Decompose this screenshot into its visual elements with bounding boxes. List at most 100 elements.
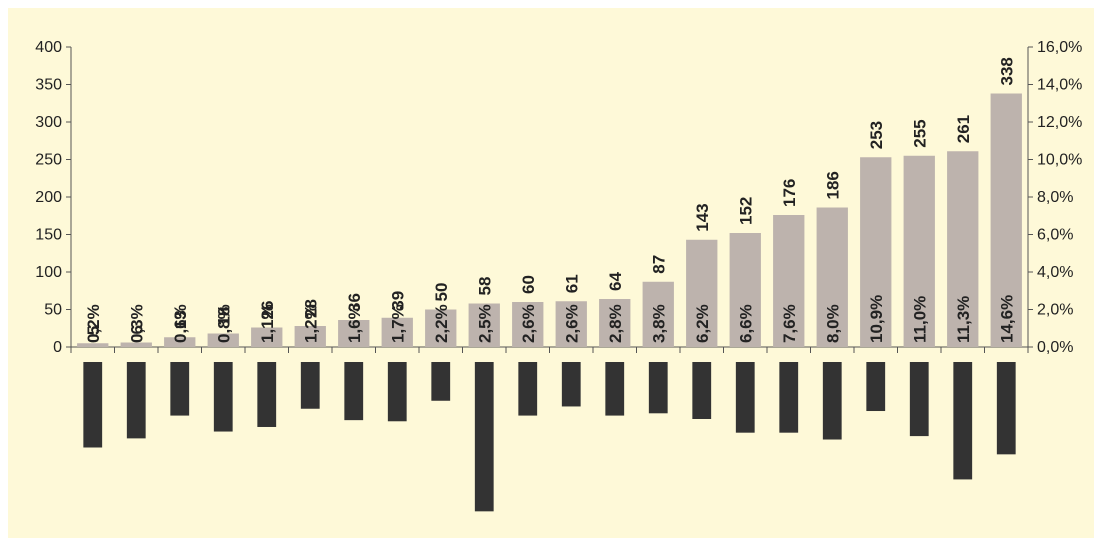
bar-percent-label: 11,3% [954,296,973,343]
top-bar [860,157,892,347]
bottom-bar [387,362,407,422]
bar-percent-label: 2,6% [562,304,581,343]
top-bar [686,239,718,347]
bar-percent-label: 6,6% [736,304,755,343]
bar-value-label: 253 [867,121,886,149]
top-bar [381,317,413,347]
top-bar [207,333,239,347]
bar-value-label: 36 [345,293,364,312]
right-tick-label: 0,0% [1037,339,1073,356]
bar-value-label: 39 [388,291,407,310]
bar-value-label: 50 [432,283,451,302]
top-bar [729,233,761,347]
bottom-bar [605,362,625,416]
bottom-bar [692,362,712,419]
top-bar [599,299,631,347]
left-tick-label: 300 [35,114,62,131]
bottom-bar [909,362,929,437]
left-tick-label: 150 [35,227,62,244]
bottom-bar [213,362,233,432]
top-bar [816,207,848,347]
left-tick-label: 250 [35,152,62,169]
bottom-bar [170,362,190,416]
bar-percent-label: 8,0% [823,304,842,343]
bar-percent-label: 1,2% [301,304,320,343]
right-tick-label: 14,0% [1037,77,1082,94]
bar-percent-label: 11,0% [910,296,929,343]
right-tick-label: 10,0% [1037,152,1082,169]
bar-value-label: 176 [780,179,799,207]
bottom-bar [474,362,494,512]
bottom-bar [126,362,146,439]
bottom-bar [822,362,842,440]
bar-value-label: 261 [954,115,973,143]
top-bar [468,303,500,347]
bottom-bar [83,362,103,448]
bar-percent-label: 1,6% [345,304,364,343]
bar-value-label: 87 [649,255,668,274]
bottom-bar [344,362,364,421]
chart-area: 0 50 100 150 200 250 300 350 400 0,0% 2,0% 4,0% 6,0%… [8,8,1094,538]
top-bar [251,327,283,347]
top-bar [555,301,587,347]
bar-value-label: 64 [606,272,625,291]
left-tick-label: 350 [35,77,62,94]
bar-value-label: 143 [693,203,712,231]
bar-value-label: 255 [910,119,929,147]
left-tick-label: 100 [35,264,62,281]
right-tick-label: 2,0% [1037,302,1073,319]
bar-percent-label: 2,6% [519,304,538,343]
bar-percent-label: 14,6% [997,295,1016,343]
bottom-bar [648,362,668,414]
top-bar [338,320,370,347]
bar-percent-label: 10,9% [867,295,886,343]
bottom-bar [561,362,581,407]
bar-percent-label: 7,6% [780,304,799,343]
top-bar [294,326,326,347]
bottom-bar [866,362,886,412]
bar-value-label: 58 [475,277,494,296]
bottom-bar [996,362,1016,455]
bar-percent-label: 6,2% [693,304,712,343]
bar-percent-label: 0,2% [84,304,103,343]
bottom-bar [518,362,538,416]
bar-percent-label: 1,7% [388,304,407,343]
bar-percent-label: 2,2% [432,304,451,343]
left-tick-label: 200 [35,189,62,206]
top-bar [164,337,196,347]
right-tick-label: 8,0% [1037,189,1073,206]
top-bar [903,155,935,347]
top-bar [512,302,544,347]
left-tick-label: 50 [44,302,62,319]
bar-percent-label: 3,8% [649,304,668,343]
bar-percent-label: 0,6% [171,304,190,343]
bottom-bar [735,362,755,433]
right-tick-label: 12,0% [1037,114,1082,131]
bar-value-label: 26 [258,301,277,320]
top-bar [773,215,805,347]
right-tick-label: 16,0% [1037,39,1082,56]
bar-value-label: 60 [519,275,538,294]
bottom-bar [779,362,799,433]
bar-value-label: 61 [562,274,581,293]
bar-chart: 0 50 100 150 200 250 300 350 400 0,0% 2,0% 4,0% 6,0%… [35,39,1082,512]
bar-percent-label: 0,8% [214,304,233,343]
bar-percent-label: 1,1% [258,304,277,343]
top-bar [947,151,979,347]
right-tick-label: 6,0% [1037,227,1073,244]
top-bar [77,343,109,347]
bar-percent-label: 2,5% [475,304,494,343]
bottom-bar [431,362,451,401]
bar-value-label: 152 [736,197,755,225]
bar-value-label: 13 [171,310,190,329]
bar-value-label: 18 [214,307,233,326]
bar-value-label: 186 [823,171,842,199]
top-bar [642,281,674,347]
bar-percent-label: 2,8% [606,304,625,343]
left-tick-label: 400 [35,39,62,56]
bar-value-label: 6 [127,325,146,334]
bar-value-label: 28 [301,299,320,318]
bar-percent-label: 0,3% [127,304,146,343]
bottom-bar [953,362,973,480]
right-tick-label: 4,0% [1037,264,1073,281]
